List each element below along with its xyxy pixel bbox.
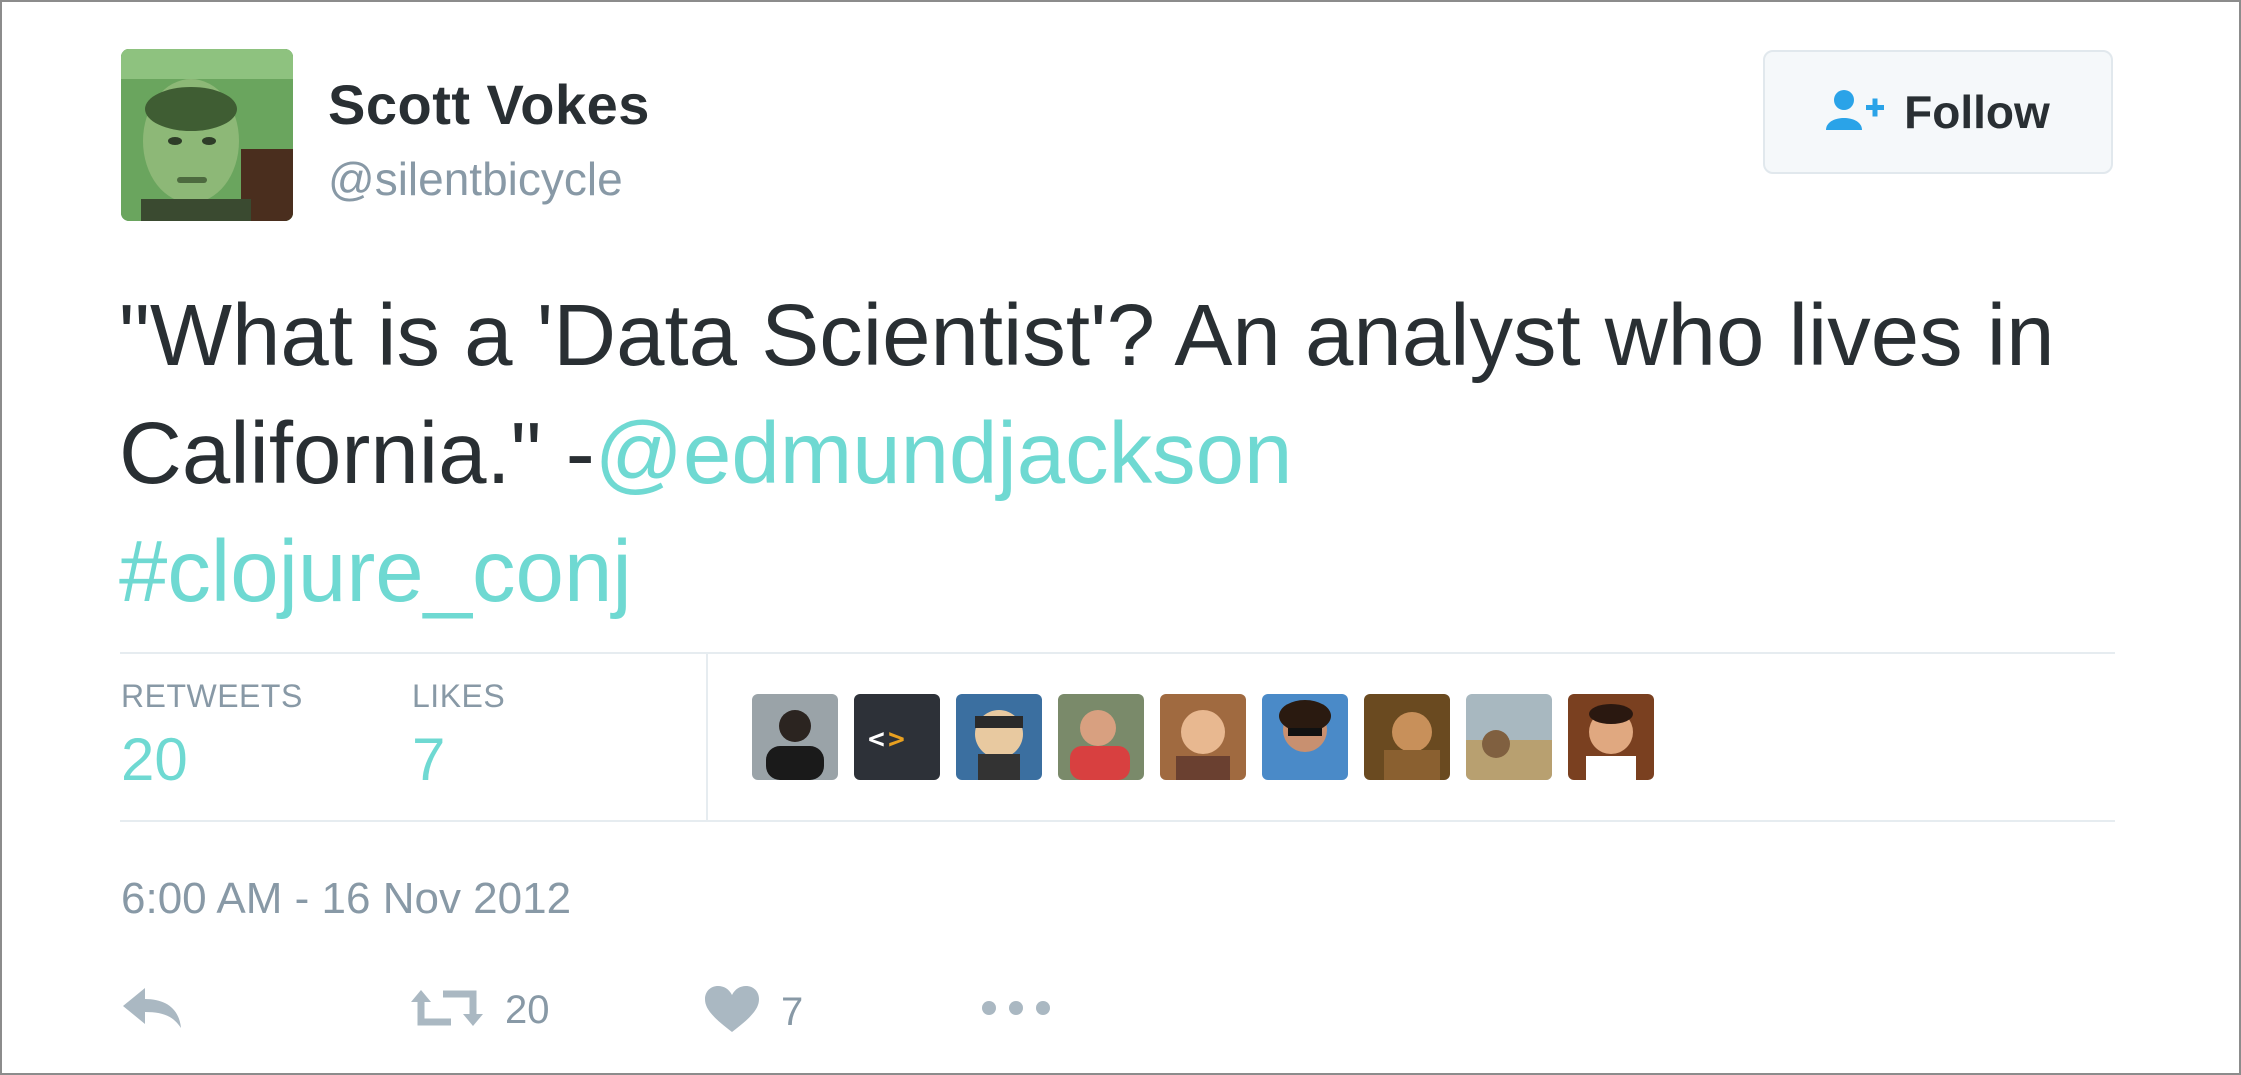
- liker-avatar[interactable]: [1364, 694, 1450, 780]
- follow-user-plus-icon: [1826, 88, 1888, 137]
- likes-count: 7: [412, 726, 446, 793]
- likes-stat[interactable]: LIKES 7: [412, 678, 505, 794]
- tweet-timestamp[interactable]: 6:00 AM - 16 Nov 2012: [121, 874, 572, 923]
- like-button[interactable]: 7: [705, 986, 803, 1039]
- user-handle[interactable]: @silentbicycle: [328, 153, 623, 205]
- stats-bottom-divider: [120, 820, 2115, 822]
- follow-button-label: Follow: [1904, 86, 2050, 138]
- svg-text:<: <: [868, 722, 885, 755]
- retweet-button[interactable]: 20: [411, 986, 550, 1035]
- stats-vertical-divider: [706, 652, 708, 820]
- user-avatar[interactable]: [121, 49, 293, 221]
- user-display-name[interactable]: Scott Vokes: [328, 73, 650, 136]
- retweets-label: RETWEETS: [121, 678, 303, 714]
- more-icon: [981, 1000, 1051, 1021]
- likes-label: LIKES: [412, 678, 506, 714]
- follow-button[interactable]: Follow: [1763, 50, 2113, 174]
- mention-link[interactable]: @edmundjackson: [594, 405, 1293, 502]
- reply-icon: [121, 986, 183, 1035]
- liker-avatar[interactable]: < >: [854, 694, 940, 780]
- liker-avatar[interactable]: [1466, 694, 1552, 780]
- liker-avatars: < >: [752, 694, 1654, 780]
- tweet-text-body: "What is a 'Data Scientist'? An analyst …: [119, 287, 2055, 502]
- liker-avatar[interactable]: [1262, 694, 1348, 780]
- liker-avatar[interactable]: [956, 694, 1042, 780]
- hashtag-link[interactable]: #clojure_conj: [119, 523, 632, 620]
- like-count: 7: [781, 990, 804, 1034]
- liker-avatar[interactable]: [1058, 694, 1144, 780]
- retweets-stat[interactable]: RETWEETS 20: [121, 678, 303, 794]
- retweets-count: 20: [121, 726, 188, 793]
- retweet-icon: [411, 986, 483, 1035]
- stats-top-divider: [120, 652, 2115, 654]
- svg-text:>: >: [888, 722, 905, 755]
- liker-avatar[interactable]: [1160, 694, 1246, 780]
- liker-avatar[interactable]: [1568, 694, 1654, 780]
- liker-avatar[interactable]: [752, 694, 838, 780]
- reply-button[interactable]: [121, 986, 183, 1035]
- heart-icon: [705, 986, 759, 1039]
- more-button[interactable]: [981, 1000, 1051, 1021]
- tweet-text: "What is a 'Data Scientist'? An analyst …: [119, 277, 2059, 631]
- retweet-count: 20: [505, 988, 550, 1032]
